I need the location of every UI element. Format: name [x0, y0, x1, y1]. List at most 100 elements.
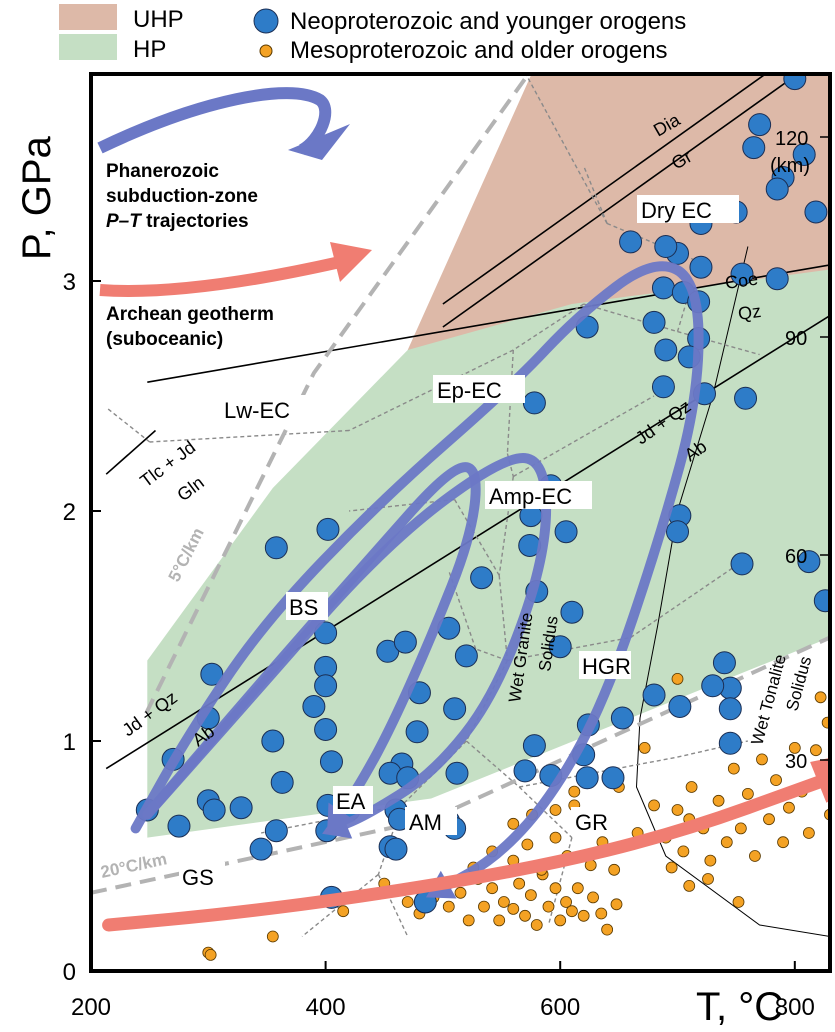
meso-point	[702, 873, 714, 885]
depth-axis: 120 (km) 90 60 30	[770, 128, 830, 773]
phan-label-3a: P–T	[106, 211, 142, 232]
meso-point	[770, 774, 782, 786]
archean-geotherm-arrowhead	[810, 757, 830, 803]
neo-point	[642, 310, 666, 334]
meso-point	[530, 919, 543, 931]
phan-label-3b: trajectories	[141, 211, 249, 232]
y-axis-label: P, GPa	[15, 135, 59, 260]
facies-boundary	[348, 349, 514, 432]
facies-boundary	[453, 499, 500, 576]
neo-point	[792, 143, 816, 166]
phan-label-3: P–T trajectories	[106, 211, 249, 232]
neo-point	[668, 695, 692, 718]
legend-hp-label: HP	[133, 36, 166, 63]
phanerozoic-paths	[130, 261, 704, 899]
x-tick-label: 800	[775, 994, 815, 1021]
neo-point	[261, 729, 285, 753]
x-tick-label: 200	[71, 994, 111, 1021]
neo-point	[654, 338, 678, 362]
meso-point	[732, 896, 745, 908]
legend-neo-label: Neoproterozoic and younger orogens	[290, 8, 686, 35]
depth-unit: (km)	[770, 155, 810, 177]
neo-point	[522, 734, 546, 758]
meso-point	[727, 762, 740, 775]
neo-point	[249, 837, 273, 861]
neo-point	[302, 695, 326, 718]
meso-point	[554, 914, 567, 927]
phan-label-2: subduction-zone	[106, 186, 258, 207]
meso-point	[601, 923, 614, 936]
facies-boundary	[498, 575, 509, 661]
facies-boundary	[512, 395, 655, 478]
neo-point	[393, 630, 417, 654]
neo-point	[314, 621, 338, 645]
label-gln: Gln	[173, 472, 207, 505]
neo-point	[730, 552, 754, 576]
neo-point	[316, 517, 340, 541]
neo-point	[619, 230, 643, 254]
neo-point	[642, 683, 666, 707]
meso-point	[608, 863, 621, 876]
meso-point	[756, 753, 768, 766]
archean-geotherm-arrow	[102, 775, 825, 932]
meso-point	[549, 831, 562, 844]
neo-point	[651, 276, 675, 300]
neo-point	[718, 731, 742, 755]
meso-point	[524, 889, 537, 901]
facies-boundary	[630, 561, 743, 639]
meso-point	[454, 886, 467, 899]
neo-point	[264, 819, 288, 843]
facies-gr: GR	[575, 810, 608, 835]
grad-20-label: 20°C/km	[99, 849, 169, 882]
facies-dry-ec: Dry EC	[641, 198, 712, 223]
meso-point	[521, 838, 534, 851]
neo-point	[765, 177, 789, 201]
uhp-field	[407, 74, 830, 350]
neo-point	[264, 536, 288, 560]
meso-point	[677, 845, 690, 858]
neo-point	[666, 520, 690, 544]
facies-boundary	[583, 303, 678, 333]
label-coe: Coe	[724, 269, 759, 293]
legend-meso-marker	[259, 44, 273, 58]
neo-point	[522, 391, 546, 415]
meso-point	[577, 909, 590, 922]
facies-boundary	[105, 406, 151, 443]
legend-neo-marker	[253, 8, 279, 34]
meso-point	[671, 673, 684, 685]
neo-point	[470, 566, 494, 590]
meso-point	[401, 896, 414, 908]
neo-point	[454, 644, 478, 668]
gradient-line-5	[144, 74, 531, 715]
neo-point	[560, 600, 584, 624]
facies-boundary	[525, 74, 608, 224]
facies-ea: EA	[336, 789, 366, 814]
facies-am: AM	[409, 810, 442, 835]
neo-point	[654, 235, 678, 258]
y-axis-ticks: 0 1 2 3	[63, 269, 101, 986]
meso-point	[734, 822, 747, 835]
neo-point	[804, 200, 828, 224]
x-axis-ticks: 200 400 600 800	[71, 961, 815, 1021]
neo-point	[730, 262, 754, 286]
depth-tick-60: 60	[785, 546, 807, 568]
neo-point	[167, 814, 191, 838]
line-wet-granite	[635, 246, 830, 938]
facies-boundary	[465, 740, 520, 788]
y-tick-label: 0	[63, 959, 76, 986]
plot-frame	[89, 72, 832, 973]
label-qz-top: Qz	[737, 301, 763, 324]
neo-point	[513, 759, 537, 783]
meso-point	[783, 801, 795, 814]
meso-point	[493, 914, 506, 927]
depth-tick-90: 90	[785, 328, 807, 350]
neo-point	[813, 589, 830, 613]
phan-label-1: Phanerozoic	[106, 161, 219, 182]
neo-point	[314, 674, 338, 698]
depth-tick-120: 120	[775, 128, 808, 150]
meso-point	[777, 836, 789, 849]
meso-point	[478, 900, 490, 913]
neo-point	[610, 706, 634, 730]
phan-legend-arrow	[97, 87, 332, 156]
